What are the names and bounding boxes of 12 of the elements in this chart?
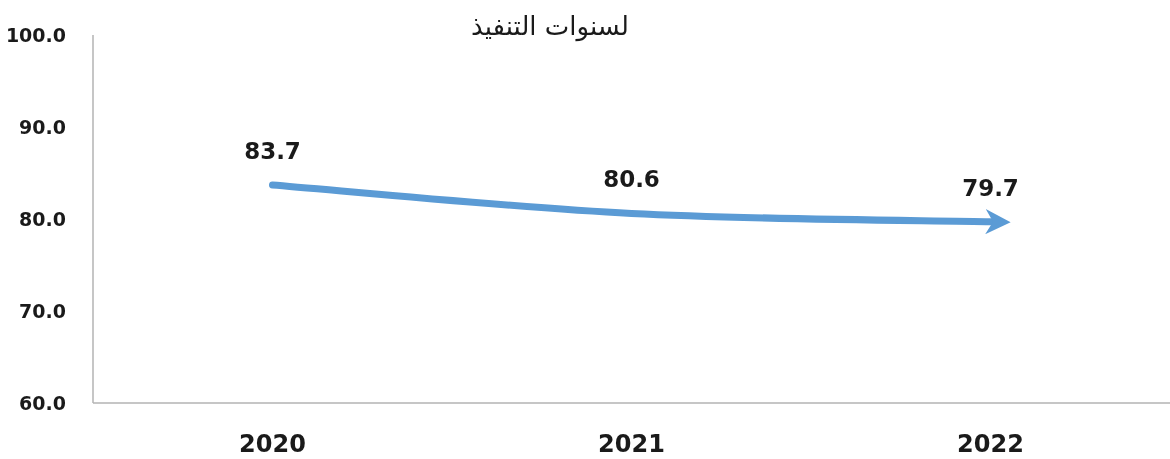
y-tick-label: 70.0 [19, 300, 66, 322]
y-tick-label: 90.0 [19, 116, 66, 138]
x-tick-label: 2021 [598, 430, 665, 458]
chart-title: لسنوات التنفيذ [471, 11, 629, 42]
data-label: 79.7 [962, 174, 1019, 201]
x-tick-label: 2022 [957, 430, 1024, 458]
x-tick-label: 2020 [239, 430, 306, 458]
y-tick-label: 60.0 [19, 392, 66, 414]
data-label: 83.7 [244, 137, 301, 164]
y-tick-label: 80.0 [19, 208, 66, 230]
data-label: 80.6 [603, 166, 660, 193]
y-tick-label: 100.0 [5, 24, 66, 46]
